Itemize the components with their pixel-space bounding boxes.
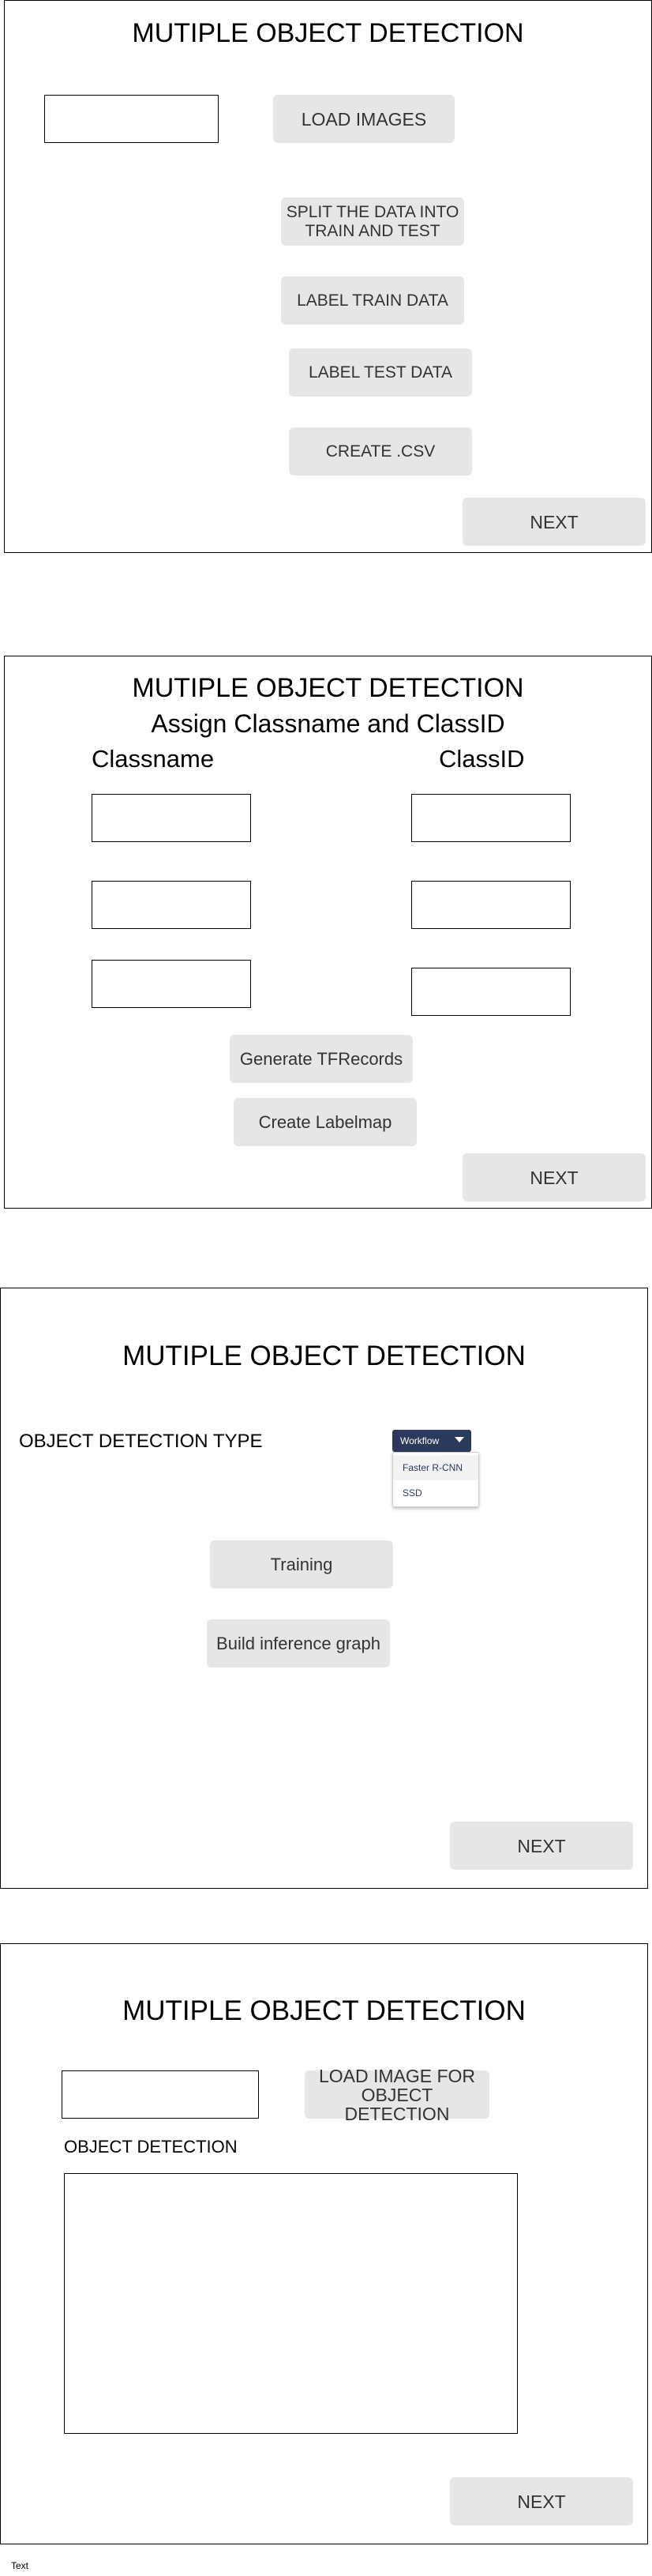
chevron-down-icon [455, 1437, 464, 1442]
classid-field-1[interactable] [411, 794, 571, 842]
next-button[interactable]: NEXT [450, 1822, 633, 1870]
next-button[interactable]: NEXT [450, 2477, 633, 2525]
build-inference-graph-button[interactable]: Build inference graph [207, 1619, 390, 1668]
workflow-dropdown-label: Workflow [400, 1435, 440, 1446]
dropdown-option-faster-rcnn[interactable]: Faster R-CNN [393, 1455, 478, 1480]
workflow-dropdown-menu: Faster R-CNN SSD [392, 1452, 479, 1507]
image-path-field[interactable] [62, 2070, 259, 2119]
training-button[interactable]: Training [210, 1540, 393, 1589]
create-csv-button[interactable]: CREATE .CSV [289, 427, 472, 476]
workflow-dropdown[interactable]: Workflow [392, 1430, 471, 1452]
screen-1-panel: MUTIPLE OBJECT DETECTION LOAD IMAGES SPL… [4, 0, 652, 553]
footer-text: Text [11, 2560, 29, 2571]
next-button[interactable]: NEXT [463, 498, 646, 546]
next-button[interactable]: NEXT [463, 1153, 646, 1202]
classid-header: ClassID [439, 745, 525, 773]
classname-header: Classname [92, 745, 215, 773]
image-path-field[interactable] [44, 95, 219, 143]
object-detection-label: OBJECT DETECTION [64, 2137, 238, 2157]
create-labelmap-button[interactable]: Create Labelmap [234, 1098, 417, 1146]
screen-4-panel: MUTIPLE OBJECT DETECTION LOAD IMAGE FOR … [0, 1943, 648, 2544]
load-image-for-detection-button[interactable]: LOAD IMAGE FOR OBJECT DETECTION [305, 2066, 489, 2123]
label-test-data-button[interactable]: LABEL TEST DATA [289, 348, 472, 397]
generate-tfrecords-button[interactable]: Generate TFRecords [230, 1035, 413, 1083]
classname-field-2[interactable] [92, 881, 251, 929]
page-title: MUTIPLE OBJECT DETECTION [122, 1341, 526, 1371]
page-subtitle: Assign Classname and ClassID [151, 709, 505, 738]
detection-result-canvas [64, 2173, 518, 2434]
dropdown-option-ssd[interactable]: SSD [403, 1487, 422, 1499]
object-detection-type-label: OBJECT DETECTION TYPE [19, 1431, 263, 1452]
load-images-button[interactable]: LOAD IMAGES [273, 95, 455, 143]
screen-3-panel: MUTIPLE OBJECT DETECTION OBJECT DETECTIO… [0, 1288, 648, 1889]
classid-field-2[interactable] [411, 881, 571, 929]
screen-2-panel: MUTIPLE OBJECT DETECTION Assign Classnam… [4, 656, 652, 1209]
classname-field-3[interactable] [92, 960, 251, 1008]
classname-field-1[interactable] [92, 794, 251, 842]
label-train-data-button[interactable]: LABEL TRAIN DATA [281, 276, 464, 325]
page-title: MUTIPLE OBJECT DETECTION [122, 1995, 526, 2026]
page-title: MUTIPLE OBJECT DETECTION [132, 673, 524, 703]
split-data-button[interactable]: SPLIT THE DATA INTO TRAIN AND TEST [281, 197, 464, 246]
page-title: MUTIPLE OBJECT DETECTION [132, 18, 524, 48]
classid-field-3[interactable] [411, 968, 571, 1016]
